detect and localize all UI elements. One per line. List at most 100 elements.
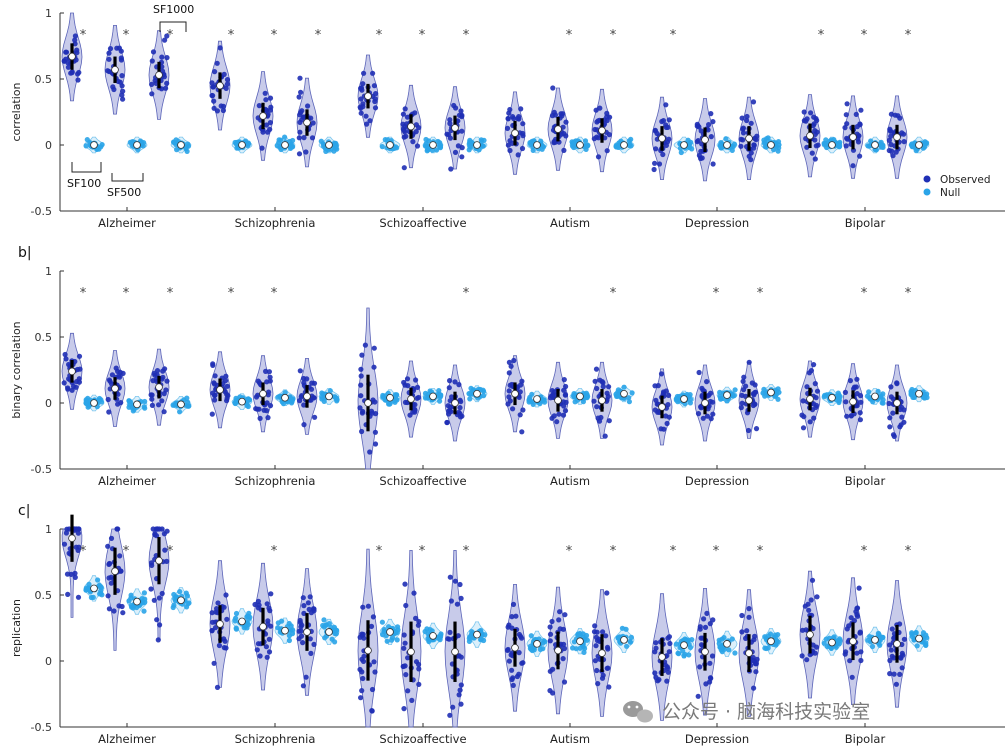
y-axis-label: replication [10, 599, 23, 657]
observed-point [710, 411, 716, 417]
observed-point [267, 120, 273, 126]
observed-point [519, 429, 525, 435]
observed-point [812, 128, 818, 134]
null-median [429, 632, 437, 640]
observed-point [666, 117, 672, 123]
null-median [281, 141, 289, 149]
null-median [177, 400, 185, 409]
observed-point [844, 136, 851, 142]
legend-label: Observed [940, 174, 991, 186]
null-point [275, 620, 281, 626]
observed-point [452, 379, 458, 385]
observed-point [111, 608, 117, 614]
null-point [880, 400, 886, 406]
observed-point [72, 37, 78, 43]
null-median [620, 636, 628, 644]
null-point [865, 637, 871, 643]
null-median [429, 141, 437, 149]
observed-point [842, 651, 848, 657]
observed-point [400, 111, 406, 117]
null-point [141, 608, 147, 614]
observed-point [367, 118, 373, 124]
observed-point [300, 595, 306, 601]
observed-point [301, 114, 307, 120]
observed-point [164, 378, 170, 384]
significance-star: * [757, 544, 764, 559]
observed-point [69, 387, 75, 393]
null-median [871, 141, 879, 149]
observed-point [212, 373, 218, 379]
null-point [184, 395, 190, 401]
significance-star: * [905, 28, 912, 43]
observed-point [453, 105, 459, 111]
null-median [133, 597, 141, 606]
observed-point [801, 414, 807, 420]
observed-median [303, 392, 311, 401]
observed-point [267, 95, 274, 101]
observed-point [159, 398, 165, 404]
observed-point [264, 379, 270, 385]
observed-point [814, 594, 820, 600]
observed-point [511, 357, 517, 364]
null-median [281, 626, 289, 635]
observed-point [516, 114, 522, 120]
null-median [386, 141, 394, 149]
null-point [774, 388, 780, 394]
observed-point [223, 592, 229, 598]
null-point [909, 143, 915, 150]
observed-point [806, 370, 813, 376]
observed-point [161, 409, 167, 415]
null-point [171, 602, 177, 608]
observed-point [504, 125, 511, 131]
observed-point [215, 600, 221, 606]
observed-point [416, 619, 422, 625]
null-point [526, 396, 533, 402]
observed-point [360, 81, 366, 87]
observed-point [402, 399, 409, 405]
observed-point [811, 362, 817, 368]
observed-point [744, 628, 750, 634]
null-median [620, 389, 628, 398]
observed-point [263, 368, 269, 374]
observed-point [519, 635, 525, 641]
observed-point [592, 658, 599, 664]
observed-median [701, 135, 709, 144]
observed-point [751, 685, 757, 691]
null-point [287, 138, 293, 145]
observed-median [849, 133, 857, 141]
observed-point [800, 398, 806, 404]
observed-point [257, 653, 263, 659]
observed-point [507, 147, 513, 154]
legend-marker [923, 188, 931, 196]
observed-point [605, 665, 611, 671]
observed-point [75, 77, 81, 83]
observed-point [300, 640, 306, 646]
observed-point [65, 64, 71, 70]
observed-point [804, 384, 810, 390]
observed-point [858, 657, 864, 664]
observed-point [309, 135, 316, 141]
observed-median [216, 81, 224, 90]
observed-point [308, 115, 314, 121]
observed-point [266, 605, 272, 611]
observed-point [509, 114, 516, 120]
null-point [95, 577, 101, 583]
observed-point [850, 163, 856, 169]
observed-point [517, 412, 523, 418]
observed-point [446, 636, 452, 642]
null-point [128, 592, 134, 598]
null-point [530, 147, 536, 153]
observed-point [268, 591, 274, 597]
null-point [921, 395, 928, 401]
null-point [88, 594, 94, 601]
null-point [437, 398, 443, 404]
observed-point [708, 416, 714, 422]
observed-point [257, 415, 263, 421]
significance-star: * [905, 286, 912, 301]
observed-point [513, 613, 519, 619]
observed-point [891, 655, 897, 661]
observed-point [372, 669, 378, 675]
y-axis-label: correlation [10, 82, 23, 141]
observed-point [299, 393, 305, 399]
observed-point [404, 376, 411, 382]
